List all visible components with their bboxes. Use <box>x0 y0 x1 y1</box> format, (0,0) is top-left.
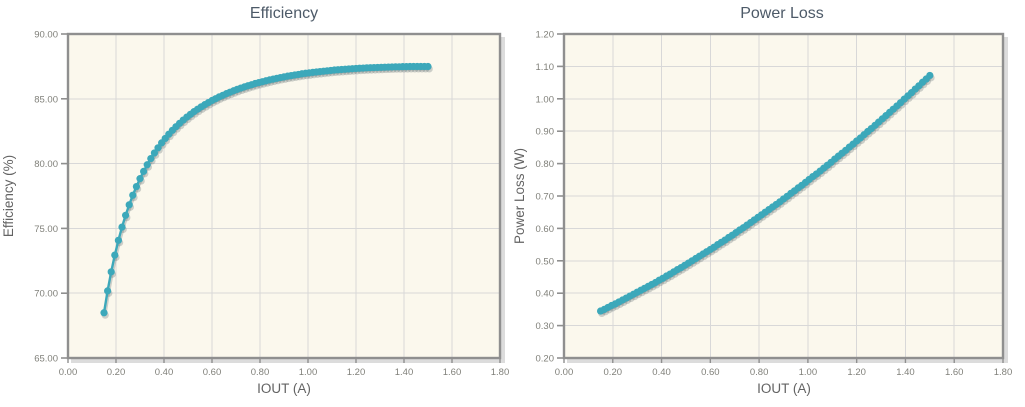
x-tick-label: 0.20 <box>604 367 623 378</box>
x-tick-label: 1.00 <box>799 367 818 378</box>
y-tick-label: 75.00 <box>34 224 58 235</box>
y-tick-label: 0.50 <box>536 256 555 267</box>
data-point[interactable] <box>143 161 151 169</box>
data-point[interactable] <box>100 309 108 317</box>
x-tick-label: 1.40 <box>896 367 915 378</box>
data-point[interactable] <box>111 251 119 259</box>
y-tick-label: 70.00 <box>34 289 58 300</box>
data-point[interactable] <box>926 71 934 80</box>
data-point[interactable] <box>118 223 126 231</box>
y-tick-label: 85.00 <box>34 94 58 105</box>
data-point[interactable] <box>104 287 112 295</box>
data-point[interactable] <box>140 167 148 175</box>
x-tick-label: 0.20 <box>107 367 126 378</box>
x-tick-label: 1.20 <box>347 367 366 378</box>
x-tick-label: 1.20 <box>847 367 866 378</box>
power-loss-series[interactable] <box>596 71 935 318</box>
x-tick-label: 0.40 <box>155 367 174 378</box>
x-axis-title: IOUT (A) <box>757 381 811 396</box>
x-tick-label: 0.00 <box>59 367 78 378</box>
y-tick-label: 0.40 <box>536 289 555 300</box>
data-point[interactable] <box>129 191 137 199</box>
y-tick-label: 0.90 <box>536 127 555 138</box>
y-tick-label: 1.10 <box>536 62 555 73</box>
x-tick-label: 1.60 <box>945 367 964 378</box>
chart-title: Power Loss <box>740 5 824 22</box>
x-tick-label: 0.00 <box>555 367 574 378</box>
x-tick-label: 1.60 <box>443 367 462 378</box>
y-tick-label: 1.20 <box>536 30 555 41</box>
data-point[interactable] <box>154 144 162 152</box>
efficiency-series[interactable] <box>100 62 433 319</box>
y-tick-label: 65.00 <box>34 354 58 365</box>
chart-title: Efficiency <box>250 5 318 22</box>
x-tick-label: 0.80 <box>251 367 270 378</box>
data-point[interactable] <box>125 201 133 209</box>
data-point[interactable] <box>114 236 122 244</box>
y-tick-label: 0.70 <box>536 192 555 203</box>
x-tick-label: 1.00 <box>299 367 318 378</box>
x-tick-label: 0.80 <box>750 367 769 378</box>
data-point[interactable] <box>122 211 130 219</box>
x-tick-label: 1.40 <box>395 367 414 378</box>
data-point[interactable] <box>107 268 115 276</box>
y-tick-label: 0.30 <box>536 321 555 332</box>
x-tick-label: 0.40 <box>652 367 671 378</box>
x-tick-label: 0.60 <box>701 367 720 378</box>
y-tick-label: 90.00 <box>34 30 58 41</box>
y-axis-title: Efficiency (%) <box>1 155 16 237</box>
x-tick-label: 0.60 <box>203 367 222 378</box>
y-tick-label: 80.00 <box>34 159 58 170</box>
y-tick-label: 0.20 <box>536 354 555 365</box>
y-tick-label: 1.00 <box>536 94 555 105</box>
plot-area: 0.00 0.20 0.40 0.60 0.80 1.00 1.20 1.40 1.60 1.80… <box>536 30 1013 379</box>
plot-border <box>66 32 502 360</box>
y-axis-title: Power Loss (W) <box>512 148 527 244</box>
y-tick-label: 0.80 <box>536 159 555 170</box>
data-point[interactable] <box>150 149 158 157</box>
y-tick-label: 0.60 <box>536 224 555 235</box>
plot-background <box>68 34 500 358</box>
x-tick-label: 1.80 <box>491 367 510 378</box>
data-point[interactable] <box>132 182 140 191</box>
x-axis-title: IOUT (A) <box>257 381 311 396</box>
efficiency-chart: 0.00 0.20 0.40 0.60 0.80 1.00 1.20 1.40 1.60 1.80… <box>1 5 509 396</box>
plot-area: 0.00 0.20 0.40 0.60 0.80 1.00 1.20 1.40 1.60 1.80… <box>34 30 509 379</box>
data-point[interactable] <box>136 175 144 183</box>
power-loss-chart: 0.00 0.20 0.40 0.60 0.80 1.00 1.20 1.40 1.60 1.80… <box>512 5 1013 396</box>
data-point[interactable] <box>147 154 155 163</box>
x-tick-label: 1.80 <box>994 367 1013 378</box>
plot-border <box>562 32 1005 360</box>
data-point[interactable] <box>424 62 432 71</box>
